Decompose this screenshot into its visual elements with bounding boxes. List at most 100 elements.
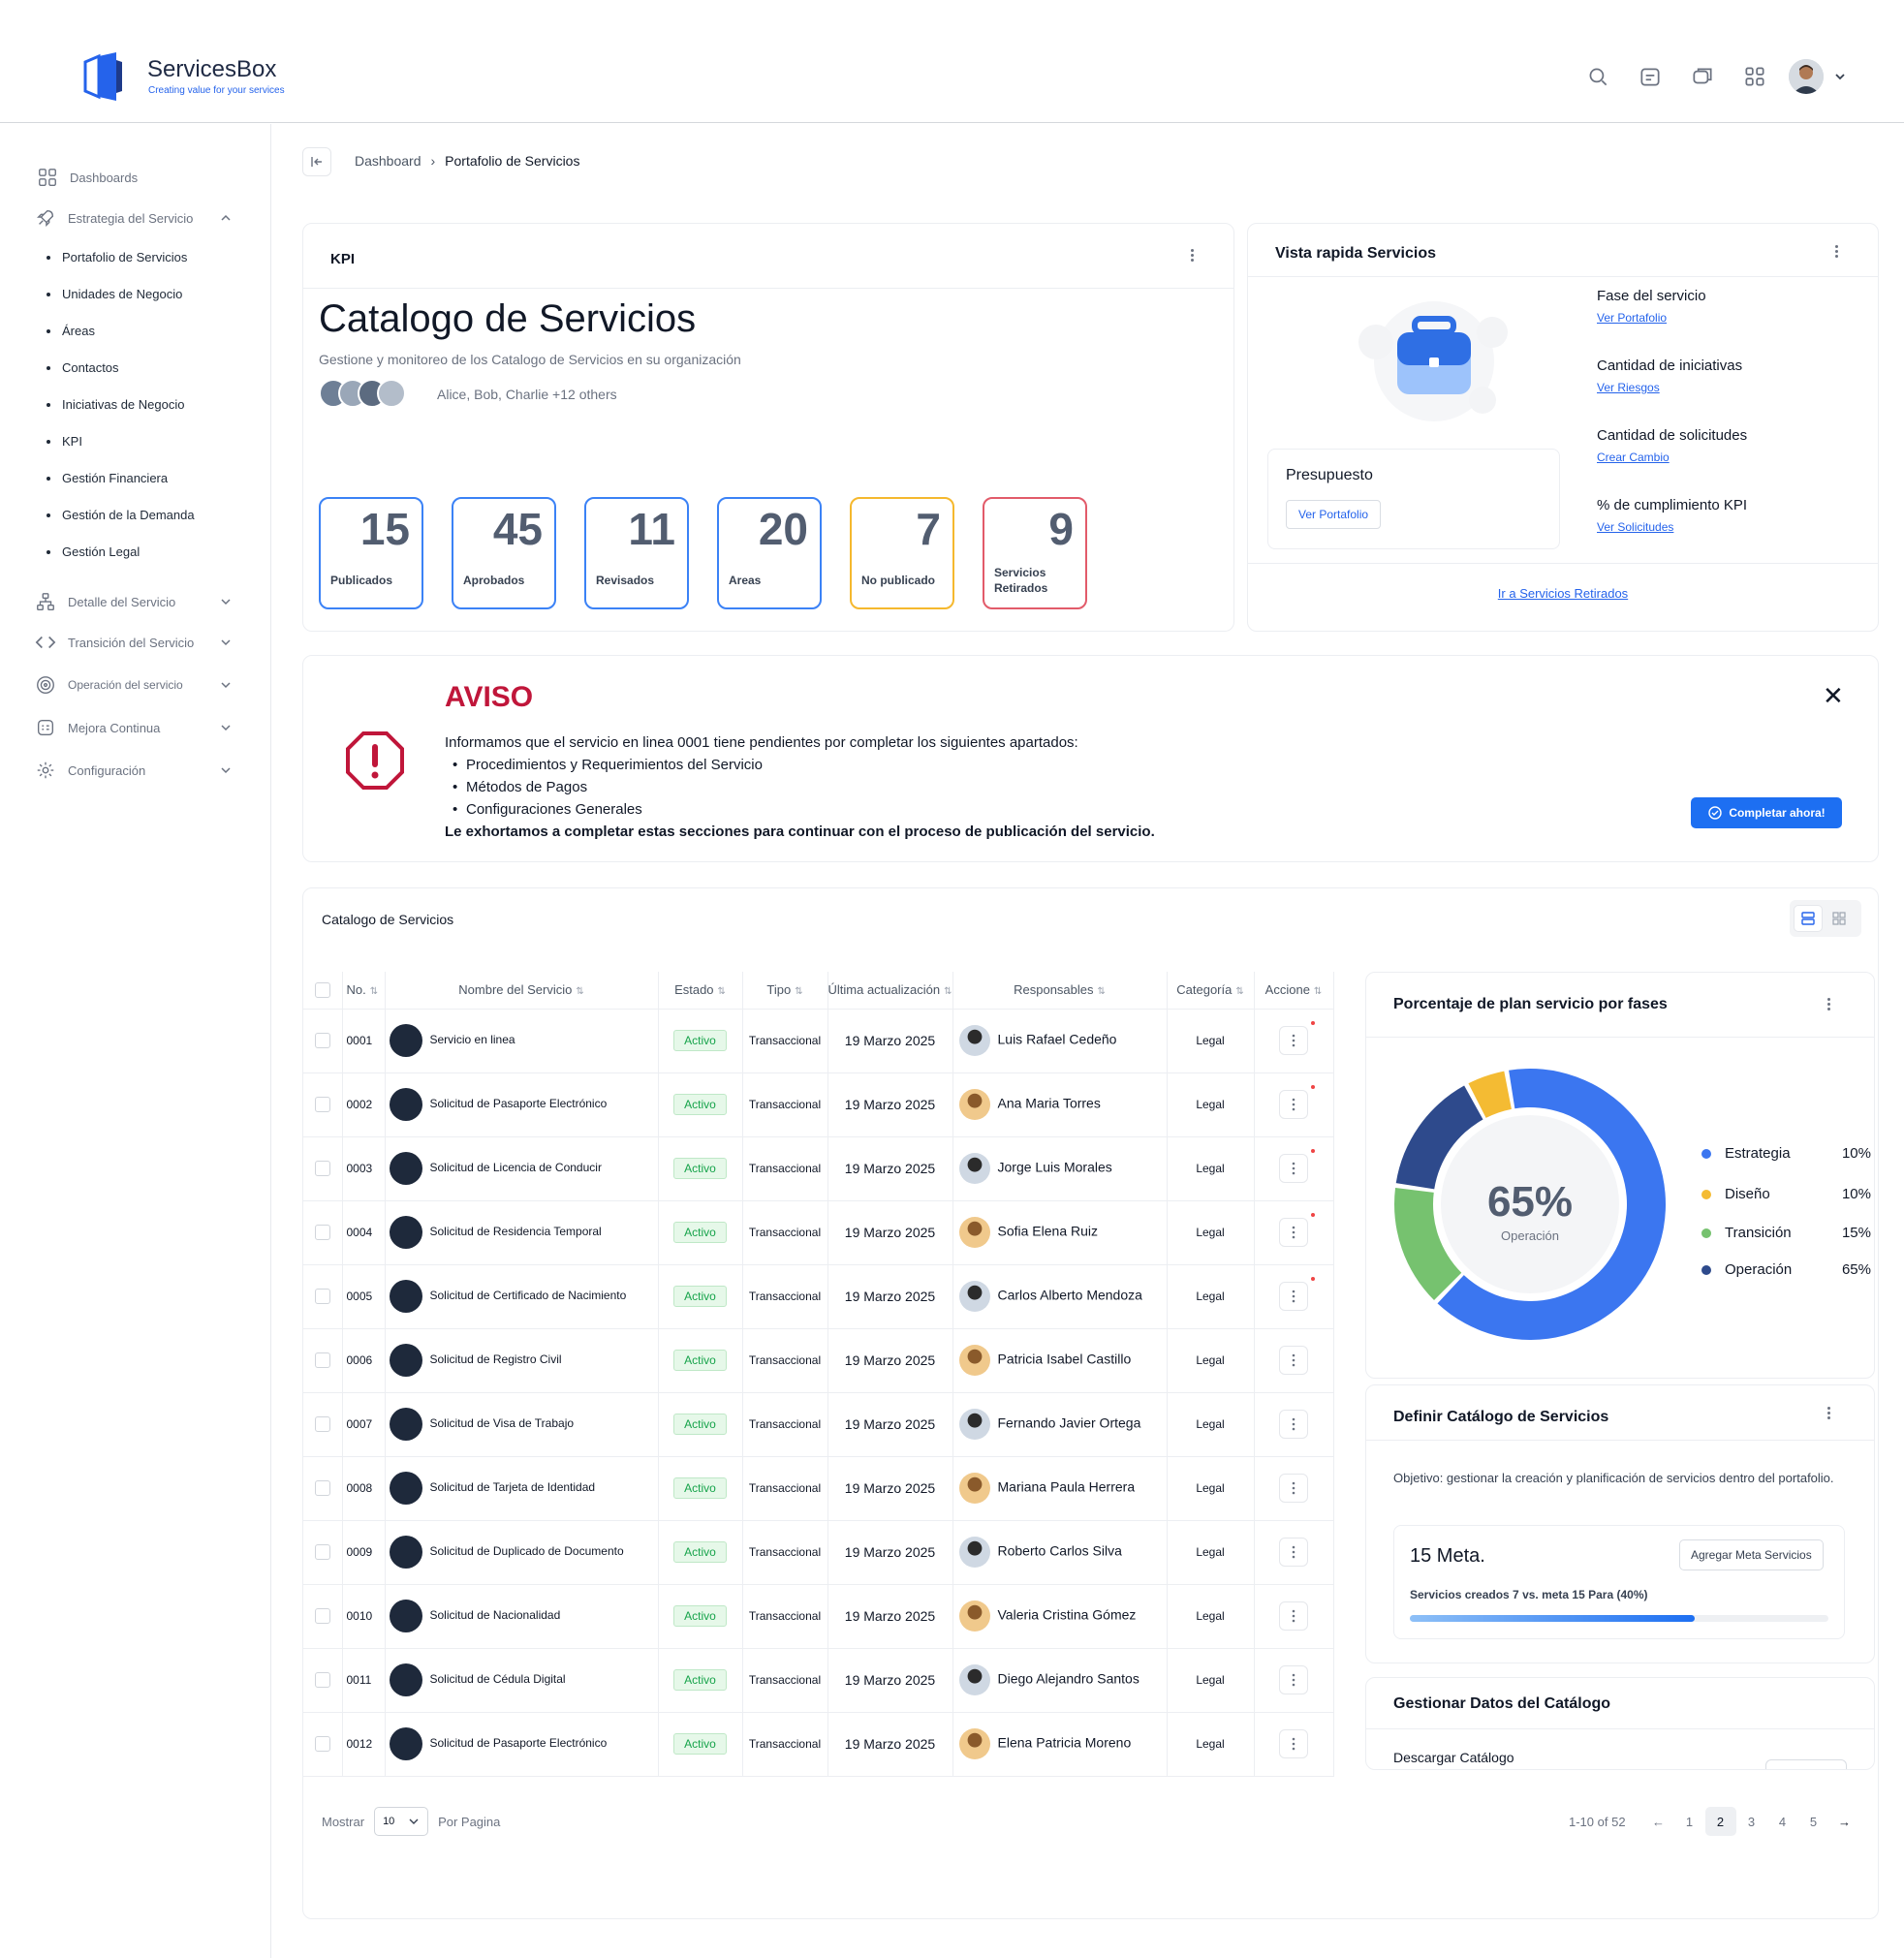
row-actions-button[interactable] — [1279, 1277, 1315, 1311]
avatar[interactable] — [958, 1473, 990, 1504]
row-checkbox[interactable] — [314, 1672, 330, 1688]
stat-retirados[interactable]: 9 Servicios Retirados — [983, 497, 1087, 609]
col-no[interactable]: No. ⇅ — [342, 972, 386, 1010]
avatar[interactable] — [958, 1281, 990, 1312]
completar-ahora-button[interactable]: Completar ahora! — [1691, 797, 1842, 828]
page-button-current[interactable]: 2 — [1704, 1807, 1736, 1836]
avatar[interactable] — [958, 1025, 990, 1056]
cell-nombre[interactable]: Solicitud de Cédula Digital — [385, 1648, 659, 1713]
row-actions-button[interactable] — [1279, 1729, 1308, 1758]
member-avatars[interactable] — [319, 379, 406, 408]
chevron-down-icon[interactable] — [219, 636, 233, 649]
stat-areas[interactable]: 20 Areas — [717, 497, 822, 609]
stat-aprobados[interactable]: 45 Aprobados — [452, 497, 556, 609]
sidebar-item-estrategia[interactable]: Estrategia del Servicio — [35, 205, 193, 231]
avatar[interactable] — [958, 1664, 990, 1695]
descargar-button[interactable] — [1765, 1759, 1847, 1769]
kpi-more-icon[interactable] — [1191, 249, 1195, 263]
table-row[interactable]: 0010 Solicitud de Nacionalidad Activo Trans… — [303, 1584, 1334, 1649]
sidebar-item-operacion[interactable]: Operación del servicio — [35, 672, 183, 698]
servicios-retirados-link[interactable]: Ir a Servicios Retirados — [1497, 586, 1629, 601]
row-actions-button[interactable] — [1279, 1021, 1315, 1055]
donut-slice-diseno[interactable] — [1468, 1071, 1512, 1118]
sidebar-item-dashboards[interactable]: Dashboards — [37, 165, 138, 190]
avatar[interactable] — [958, 1409, 990, 1440]
row-actions-button[interactable] — [1279, 1346, 1308, 1375]
sidebar-item-detalle[interactable]: Detalle del Servicio — [35, 589, 175, 614]
cell-nombre[interactable]: Solicitud de Pasaporte Electrónico — [385, 1072, 659, 1137]
col-tipo[interactable]: Tipo ⇅ — [742, 972, 828, 1010]
page-button[interactable]: 4 — [1778, 1814, 1787, 1829]
donut-slice-operacion[interactable] — [1437, 1069, 1666, 1340]
vista-more-icon[interactable] — [1835, 245, 1839, 259]
row-checkbox[interactable] — [314, 1225, 330, 1240]
avatar[interactable] — [958, 1537, 990, 1568]
table-row[interactable]: 0005 Solicitud de Certificado de Nacimien… — [303, 1264, 1334, 1329]
list-view-button[interactable] — [1794, 905, 1823, 932]
sidebar-sub-portafolio[interactable]: Portafolio de Servicios — [47, 250, 187, 264]
avatar[interactable] — [958, 1217, 990, 1248]
row-checkbox[interactable] — [314, 1289, 330, 1304]
cell-nombre[interactable]: Solicitud de Residencia Temporal — [385, 1200, 659, 1265]
chevron-down-icon[interactable] — [219, 763, 233, 777]
row-checkbox[interactable] — [314, 1736, 330, 1752]
table-row[interactable]: 0006 Solicitud de Registro Civil Activo Tra… — [303, 1328, 1334, 1393]
row-checkbox[interactable] — [314, 1097, 330, 1112]
row-checkbox[interactable] — [314, 1544, 330, 1560]
row-checkbox[interactable] — [314, 1161, 330, 1176]
chevron-down-icon[interactable] — [219, 678, 233, 692]
select-all-checkbox[interactable] — [314, 981, 330, 998]
next-page-icon[interactable]: → — [1838, 1814, 1852, 1829]
cell-nombre[interactable]: Solicitud de Pasaporte Electrónico — [385, 1712, 659, 1777]
col-acciones[interactable]: Accione ⇅ — [1254, 972, 1334, 1010]
avatar[interactable] — [958, 1089, 990, 1120]
sidebar-sub-unidades[interactable]: Unidades de Negocio — [47, 287, 182, 301]
row-actions-button[interactable] — [1279, 1085, 1315, 1119]
descargar-catalogo-label[interactable]: Descargar Catálogo — [1393, 1750, 1514, 1765]
row-actions-button[interactable] — [1279, 1601, 1308, 1631]
sidebar-sub-contactos[interactable]: Contactos — [47, 360, 119, 375]
col-categoria[interactable]: Categoría ⇅ — [1167, 972, 1255, 1010]
sidebar-sub-demanda[interactable]: Gestión de la Demanda — [47, 508, 195, 522]
avatar[interactable] — [958, 1153, 990, 1184]
breadcrumb-root[interactable]: Dashboard — [355, 153, 421, 169]
grid-view-icon[interactable] — [1832, 912, 1846, 925]
sidebar-sub-iniciativas[interactable]: Iniciativas de Negocio — [47, 397, 184, 412]
chat-icon[interactable] — [1690, 64, 1715, 89]
table-row[interactable]: 0001 Servicio en linea Activo Transaccional… — [303, 1009, 1334, 1073]
collapse-sidebar-button[interactable] — [302, 147, 331, 176]
sidebar-sub-financiera[interactable]: Gestión Financiera — [47, 471, 168, 485]
row-actions-button[interactable] — [1279, 1665, 1308, 1694]
cell-nombre[interactable]: Servicio en linea — [385, 1009, 659, 1073]
row-actions-button[interactable] — [1279, 1474, 1308, 1503]
row-checkbox[interactable] — [314, 1416, 330, 1432]
chart-more-icon[interactable] — [1827, 998, 1831, 1011]
cell-nombre[interactable]: Solicitud de Nacionalidad — [385, 1584, 659, 1649]
chevron-up-icon[interactable] — [219, 211, 233, 225]
apps-icon[interactable] — [1742, 64, 1767, 89]
sidebar-item-mejora[interactable]: Mejora Continua — [35, 715, 160, 740]
avatar[interactable] — [958, 1728, 990, 1759]
close-icon[interactable]: ✕ — [1823, 681, 1844, 710]
ver-riesgos-link[interactable]: Ver Riesgos — [1597, 381, 1660, 394]
notes-icon[interactable] — [1638, 64, 1663, 89]
select-all-header[interactable] — [303, 972, 343, 1010]
agregar-meta-button[interactable]: Agregar Meta Servicios — [1679, 1539, 1824, 1570]
stat-revisados[interactable]: 11 Revisados — [584, 497, 689, 609]
table-row[interactable]: 0002 Solicitud de Pasaporte Electrónico Ac… — [303, 1072, 1334, 1137]
cell-nombre[interactable]: Solicitud de Registro Civil — [385, 1328, 659, 1393]
definir-more-icon[interactable] — [1827, 1407, 1831, 1420]
sidebar-item-config[interactable]: Configuración — [35, 758, 145, 783]
servicesbox-logo[interactable] — [83, 52, 136, 101]
col-estado[interactable]: Estado ⇅ — [658, 972, 743, 1010]
col-nombre[interactable]: Nombre del Servicio ⇅ — [385, 972, 659, 1010]
sidebar-sub-kpi[interactable]: KPI — [47, 434, 82, 449]
page-button[interactable]: 3 — [1747, 1814, 1756, 1829]
chevron-down-icon[interactable] — [219, 721, 233, 734]
table-row[interactable]: 0011 Solicitud de Cédula Digital Activo Tra… — [303, 1648, 1334, 1713]
per-page-select[interactable]: 10 — [374, 1807, 429, 1836]
table-row[interactable]: 0008 Solicitud de Tarjeta de Identidad Act… — [303, 1456, 1334, 1521]
avatar[interactable] — [958, 1345, 990, 1376]
table-row[interactable]: 0003 Solicitud de Licencia de Conducir Act… — [303, 1136, 1334, 1201]
table-row[interactable]: 0004 Solicitud de Residencia Temporal Acti… — [303, 1200, 1334, 1265]
